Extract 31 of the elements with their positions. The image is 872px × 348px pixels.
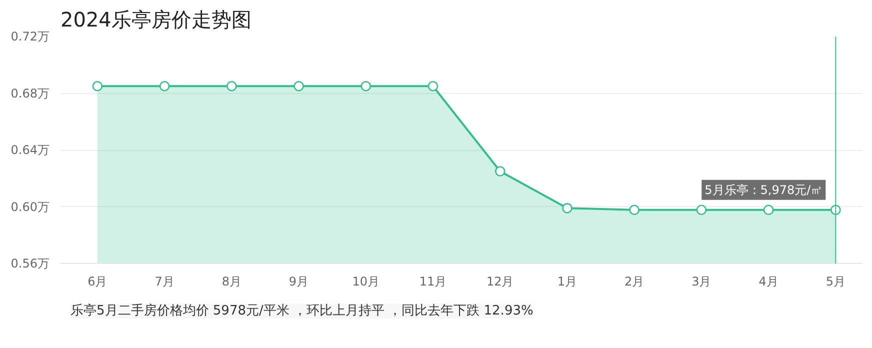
x-tick-label: 2月 [624,274,644,288]
x-tick-label: 4月 [758,274,778,288]
point [562,203,572,214]
x-tick-label: 10月 [352,274,380,288]
point [92,81,103,92]
y-tick-label: 0.64万 [10,143,50,157]
y-tick-label: 0.72万 [10,30,50,44]
x-tick-label: 9月 [288,274,309,288]
point [360,81,372,92]
y-tick-label: 0.56万 [10,256,50,270]
annotation: 5月乐亭：5,978元/㎡ [704,182,823,197]
text: 乐亭5月二手房价格均价 5978元/平米 ，环比上月持平 ，同比去年下跌 12.93% [70,302,534,318]
y-tick-label: 0.68万 [10,86,50,100]
point [696,204,707,216]
point [763,204,774,216]
x-tick-label: 3月 [692,274,712,288]
y-tick-label: 0.60万 [10,200,50,214]
x-tick-label: 8月 [222,274,242,288]
x-tick-label: 7月 [154,274,174,288]
point [428,81,438,92]
x-tick-label: 1月 [557,274,578,288]
point [159,81,170,92]
chart-title: 2024乐亭房价走势图 [60,8,252,32]
point [294,81,304,92]
x-tick-label: 11月 [419,274,447,288]
x-tick-label: 6月 [88,274,108,288]
point [629,204,640,216]
x-tick-label: 12月 [486,274,514,288]
point [226,81,237,92]
x-tick-label: 5月 [826,274,846,288]
point [494,166,506,176]
